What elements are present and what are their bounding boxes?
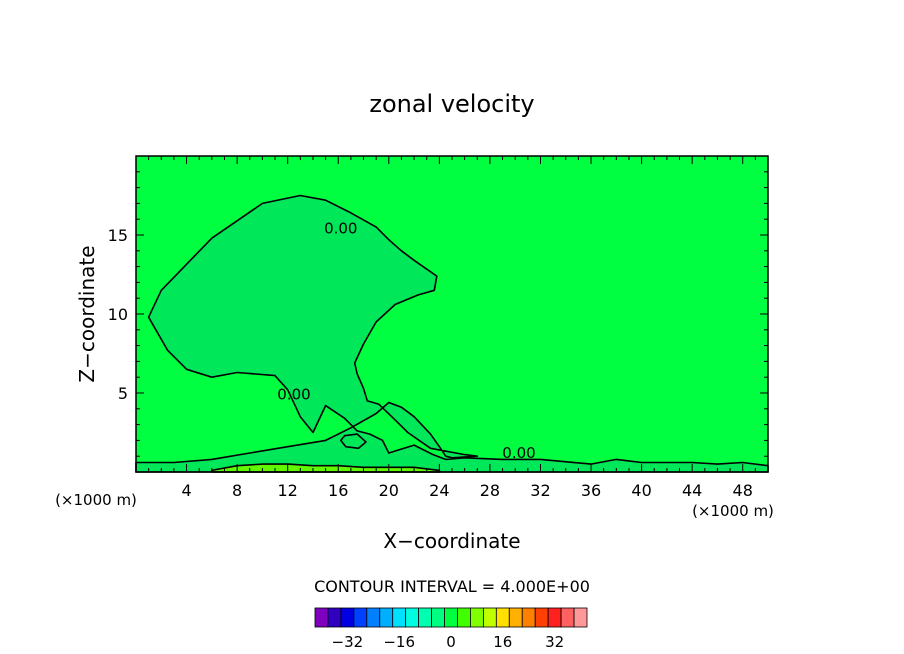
y-axis-label: Z−coordinate [75, 245, 99, 382]
x-tick-label: 40 [631, 481, 651, 500]
contour-label-2: 0.00 [502, 444, 535, 462]
colorbar-swatch [327, 607, 342, 628]
contour-label-1: 0.00 [277, 385, 310, 403]
x-tick-label: 32 [530, 481, 550, 500]
colorbar-swatch [314, 607, 329, 628]
colorbar-swatch [353, 607, 368, 628]
contour-label-0: 0.00 [324, 219, 357, 237]
colorbar-swatch [366, 607, 381, 628]
y-tick-label: 5 [118, 384, 128, 403]
colorbar-swatch [534, 607, 549, 628]
x-tick-label: 8 [232, 481, 242, 500]
colorbar-swatch [340, 607, 355, 628]
contour-line-2 [340, 433, 367, 450]
colorbar-swatch [560, 607, 575, 628]
contour-line-0 [135, 194, 769, 473]
colorbar-swatch [405, 607, 420, 628]
y-tick-label: 15 [108, 226, 128, 245]
colorbar-swatch [418, 607, 432, 628]
colorbar-swatch [431, 607, 445, 628]
colorbar-swatch [379, 607, 394, 628]
contour-interval-text: CONTOUR INTERVAL = 4.000E+00 [314, 577, 590, 596]
colorbar-tick-label: 32 [545, 633, 564, 651]
x-tick-label: 24 [429, 481, 449, 500]
x-tick-label: 4 [181, 481, 191, 500]
colorbar: −32 −16 0 16 32 [314, 607, 588, 651]
colorbar-swatch [392, 607, 407, 628]
chart-title: zonal velocity [369, 90, 534, 118]
colorbar-swatch [508, 607, 523, 628]
colorbar-swatch [470, 607, 484, 628]
x-tick-label: 44 [682, 481, 702, 500]
colorbar-tick-label: 0 [446, 633, 456, 651]
x-tick-label: 12 [278, 481, 298, 500]
colorbar-swatch [444, 607, 458, 628]
colorbar-swatch [457, 607, 471, 628]
x-tick-label: 28 [480, 481, 500, 500]
plot-area [136, 156, 768, 472]
x-tick-label: 20 [379, 481, 399, 500]
x-unit-left: (×1000 m) [55, 491, 137, 509]
x-tick-label: 16 [328, 481, 348, 500]
colorbar-swatch [521, 607, 536, 628]
contour-labels: 0.00 0.00 0.00 [277, 219, 535, 461]
x-unit-right: (×1000 m) [692, 502, 774, 520]
colorbar-swatch [495, 607, 510, 628]
colorbar-tick-label: −32 [332, 633, 364, 651]
y-tick-label: 10 [108, 305, 128, 324]
x-tick-label: 48 [733, 481, 753, 500]
colorbar-swatch [547, 607, 562, 628]
colorbar-swatch [573, 607, 588, 628]
colorbar-tick-label: 16 [493, 633, 512, 651]
x-axis-label: X−coordinate [383, 529, 520, 553]
colorbar-swatch [482, 607, 497, 628]
colorbar-tick-label: −16 [383, 633, 415, 651]
region-fill-2 [340, 434, 366, 449]
x-tick-label: 36 [581, 481, 601, 500]
